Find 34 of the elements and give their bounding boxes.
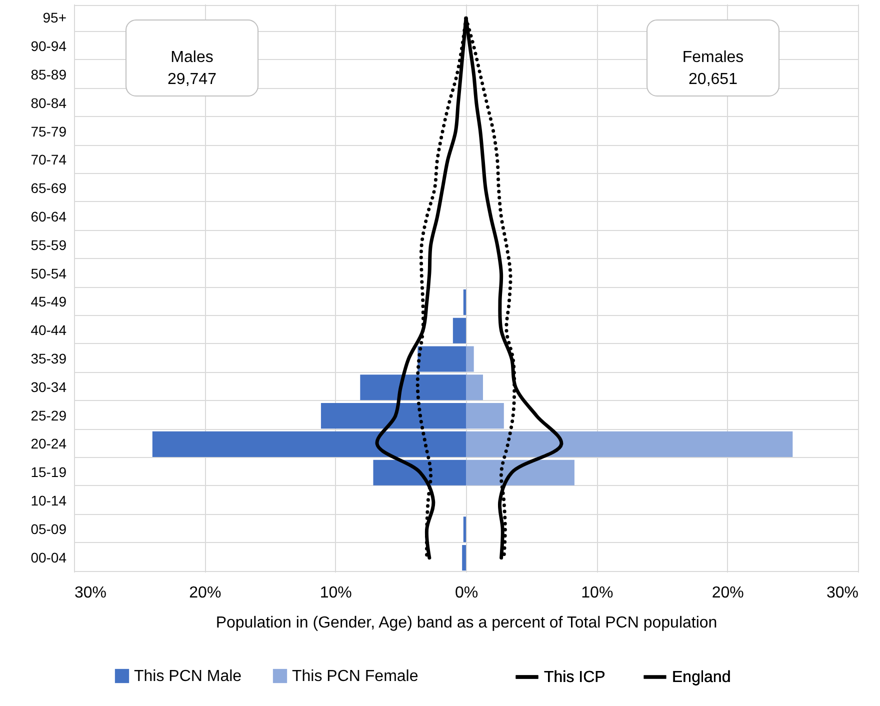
annotation: Females 20,651 xyxy=(682,49,744,88)
legend-label: This PCN Female xyxy=(292,668,418,685)
x-tick-label: 10% xyxy=(581,584,614,602)
y-tick-label: 40-44 xyxy=(30,322,67,338)
annotation: Males 29,747 xyxy=(168,49,217,88)
y-tick-label: 75-79 xyxy=(30,123,67,140)
y-tick-label: 00-04 xyxy=(30,549,67,566)
y-tick-label: 45-49 xyxy=(30,294,67,310)
x-tick-label: 10% xyxy=(320,584,352,602)
y-tick-label: 65-69 xyxy=(30,180,67,196)
y-tick-label: 50-54 xyxy=(30,265,67,282)
y-tick-label: 60-64 xyxy=(30,208,67,224)
x-tick-label: 30% xyxy=(74,584,107,602)
y-tick-label: 95+ xyxy=(42,10,66,26)
y-tick-label: 80-84 xyxy=(30,94,67,111)
y-tick-label: 90-94 xyxy=(30,38,67,54)
x-tick-label: 0% xyxy=(454,584,478,602)
y-tick-label: 30-34 xyxy=(30,378,67,395)
legend-label: England xyxy=(672,669,731,686)
y-tick-label: 55-59 xyxy=(30,236,67,253)
y-tick-label: 05-09 xyxy=(30,520,67,537)
x-tick-label: 30% xyxy=(826,584,858,602)
x-tick-label: 20% xyxy=(712,584,744,602)
y-tick-label: 70-74 xyxy=(30,152,67,168)
y-tick-label: 85-89 xyxy=(30,66,67,82)
y-tick-label: 25-29 xyxy=(30,407,67,424)
x-tick-label: 20% xyxy=(189,584,222,602)
legend-label: This PCN Male xyxy=(134,668,242,685)
x-axis-title: Population in (Gender, Age) band as a percent of Total PCN population xyxy=(216,614,718,632)
y-tick-label: 20-24 xyxy=(30,436,67,452)
y-tick-label: 10-14 xyxy=(30,492,67,508)
legend-label: This ICP xyxy=(544,669,606,686)
y-tick-label: 15-19 xyxy=(30,464,67,480)
y-tick-label: 35-39 xyxy=(30,350,67,366)
